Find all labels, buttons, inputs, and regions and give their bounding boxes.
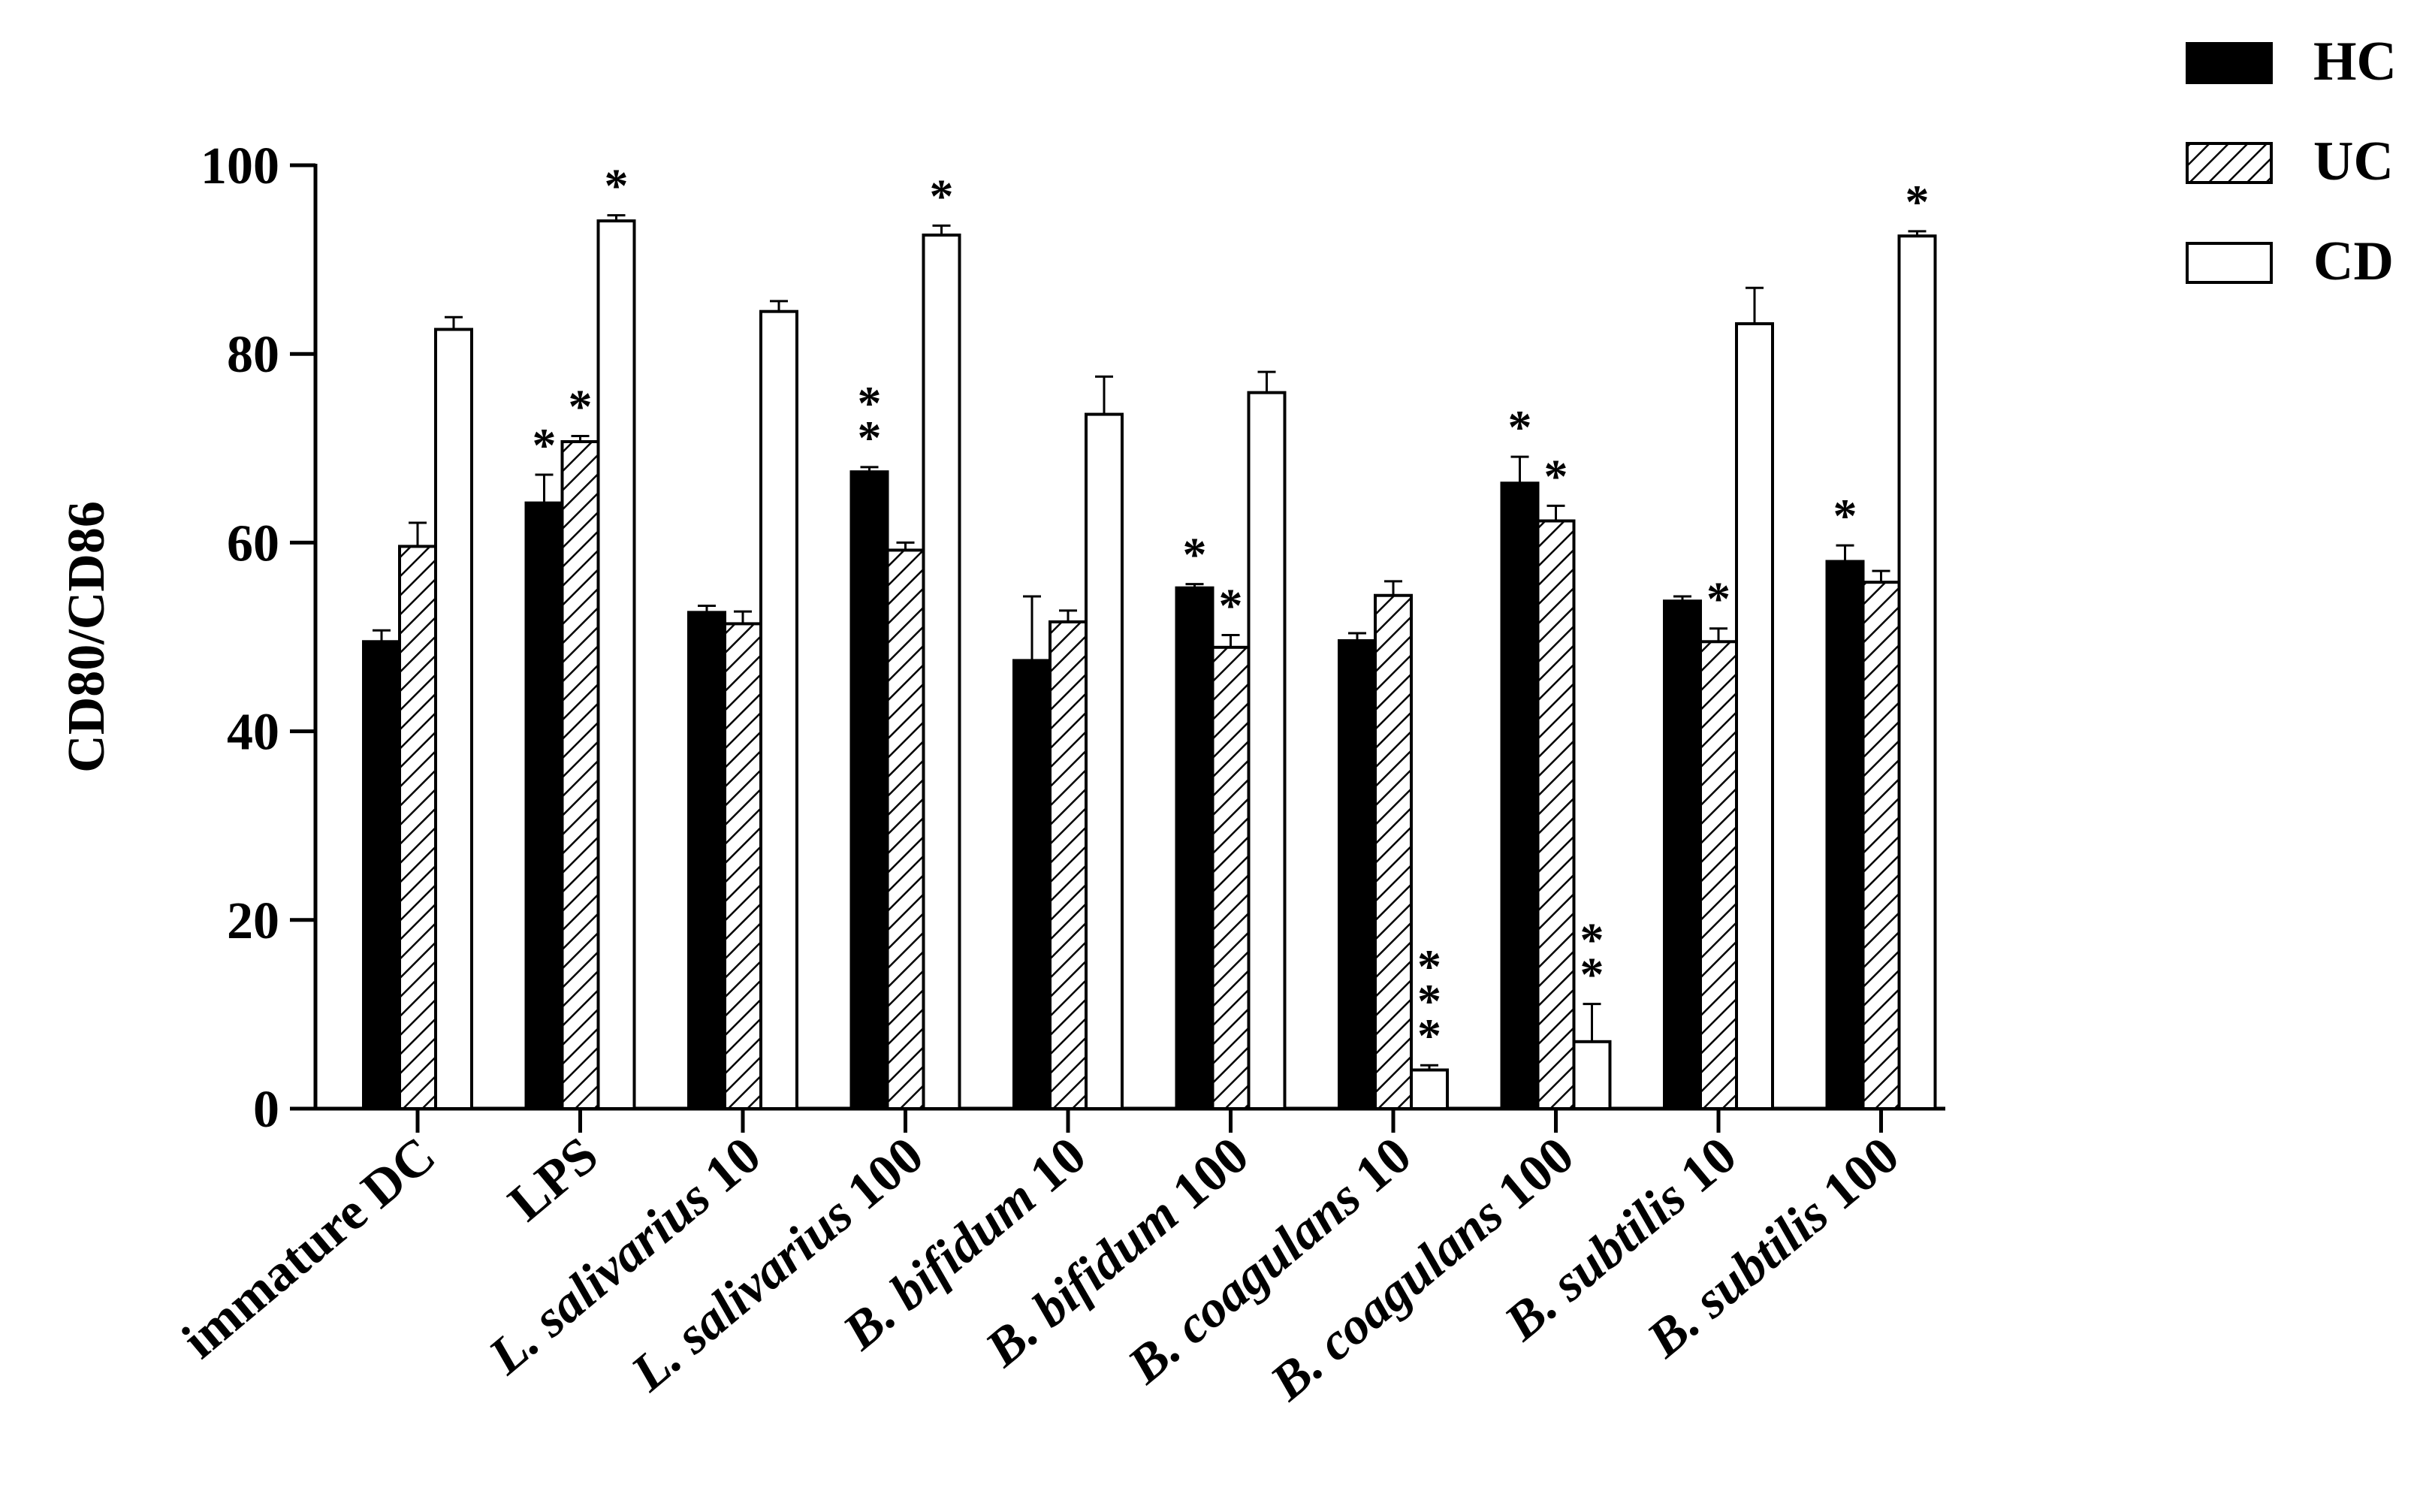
bar-cd (434, 327, 473, 1111)
bar-uc (1374, 593, 1413, 1110)
significance-mark: * (1417, 974, 1441, 1028)
bar-hc (1500, 481, 1540, 1110)
y-tick-label: 40 (227, 704, 279, 762)
bar-cd (596, 219, 636, 1110)
bar-hc (362, 640, 401, 1110)
significance-mark: * (1417, 1009, 1441, 1062)
significance-mark: * (533, 418, 557, 472)
legend-swatch-hc (2186, 42, 2273, 84)
significance-mark: * (605, 159, 629, 213)
significance-mark: * (858, 376, 882, 430)
bar-hc (1825, 560, 1865, 1110)
bar-uc (1049, 620, 1088, 1110)
significance-mark: * (1905, 175, 1930, 228)
bar-uc (723, 622, 762, 1110)
bar-hc (524, 501, 564, 1110)
bar-uc (1536, 519, 1576, 1110)
y-tick-label: 100 (201, 137, 279, 195)
bar-cd (922, 233, 961, 1111)
bar-hc (1338, 639, 1377, 1110)
x-tick-label: LPS (498, 1126, 609, 1233)
species-name: subtilis (1683, 1185, 1839, 1329)
x-tick-label: immature DC (172, 1126, 447, 1369)
bar-cd (759, 309, 798, 1110)
bars: ****************** (362, 159, 1937, 1111)
significance-mark: * (569, 379, 593, 433)
x-tick-label: B. coagulans 10 (1117, 1126, 1422, 1395)
category-suffix: LPS (498, 1126, 609, 1233)
bar-uc (886, 548, 925, 1110)
bar-uc (398, 545, 437, 1110)
bar-cd (1572, 1040, 1612, 1110)
y-tick-label: 0 (253, 1081, 279, 1139)
y-tick-label: 80 (227, 326, 279, 384)
significance-mark: * (858, 411, 882, 464)
significance-mark: * (1580, 913, 1604, 967)
x-tick-label: B. coagulans 100 (1260, 1126, 1585, 1412)
bar-uc (560, 440, 600, 1110)
bar-hc (687, 611, 726, 1110)
y-axis-label: CD80/CD86 (58, 501, 116, 773)
y-tick-label: 60 (227, 515, 279, 572)
significance-mark: * (1183, 528, 1207, 581)
bar-uc (1861, 581, 1901, 1110)
significance-mark: * (1508, 400, 1532, 454)
legend: HC UC CD (2186, 31, 2397, 292)
bar-uc (1699, 640, 1738, 1110)
legend-label-hc: HC (2313, 31, 2397, 92)
bar-hc (1663, 599, 1702, 1110)
significance-mark: * (1417, 940, 1441, 993)
legend-label-cd: CD (2313, 231, 2394, 292)
bar-cd (1410, 1068, 1449, 1111)
legend-swatch-uc (2186, 142, 2273, 184)
species-name: subtilis (1540, 1169, 1697, 1313)
legend-label-uc: UC (2313, 131, 2394, 192)
y-tick-label: 20 (227, 892, 279, 950)
x-tick-label: L. salivarius 100 (620, 1126, 934, 1402)
legend-swatch-cd (2186, 242, 2273, 284)
significance-mark: * (1580, 948, 1604, 1001)
bar-cd (1247, 391, 1287, 1110)
significance-mark: * (1219, 578, 1243, 632)
significance-mark: * (1544, 449, 1568, 502)
bar-hc (849, 470, 889, 1110)
bar-hc (1012, 659, 1052, 1110)
significance-mark: * (930, 169, 954, 222)
significance-mark: * (1833, 489, 1857, 542)
axes: 0 20 40 60 80 100 CD80/CD86 (58, 137, 1945, 1139)
bar-uc (1211, 645, 1251, 1110)
category-suffix: immature DC (172, 1126, 447, 1369)
bar-cd (1897, 234, 1937, 1111)
significance-mark: * (1706, 572, 1730, 626)
bar-hc (1175, 586, 1214, 1110)
x-tick-label: L. salivarius 10 (478, 1126, 771, 1386)
bar-cd (1735, 322, 1774, 1110)
bar-cd (1085, 412, 1124, 1110)
